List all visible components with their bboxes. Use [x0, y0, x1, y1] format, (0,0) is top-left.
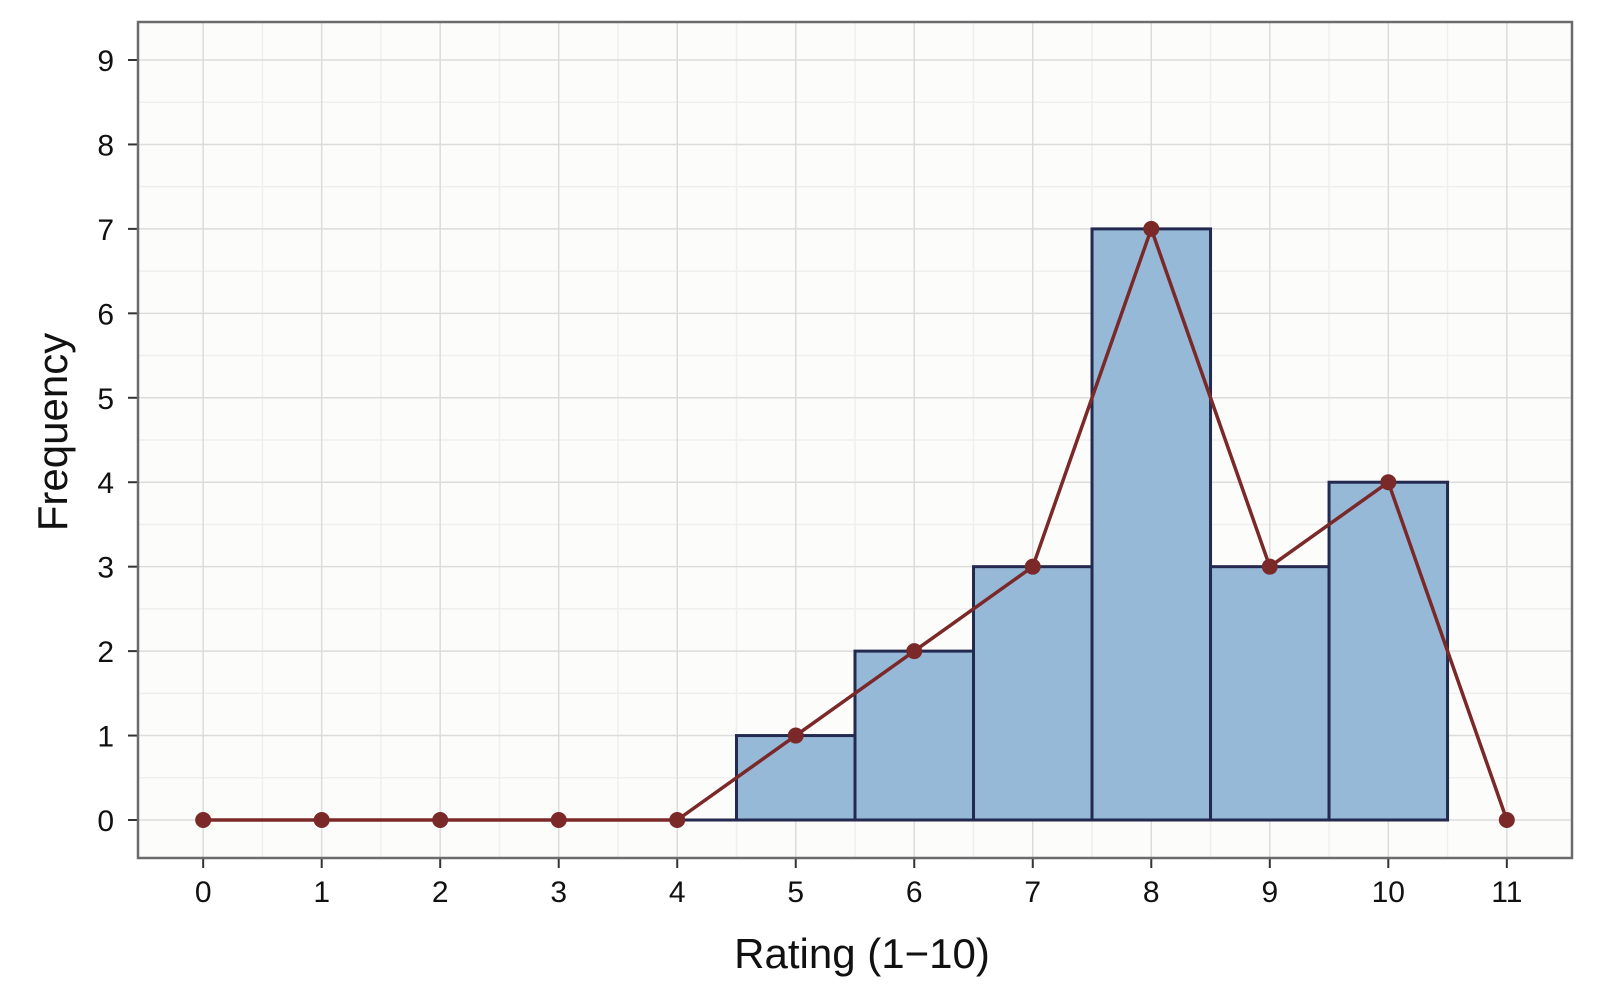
- y-tick-label: 7: [97, 214, 114, 247]
- x-tick-label: 7: [1024, 876, 1041, 909]
- polygon-point: [1380, 474, 1397, 491]
- x-tick-label: 1: [313, 876, 330, 909]
- y-tick-label: 6: [97, 298, 114, 331]
- polygon-point: [1143, 220, 1160, 237]
- polygon-point: [1498, 812, 1515, 828]
- x-tick-label: 11: [1491, 876, 1522, 909]
- histogram-bar: [734, 734, 857, 822]
- x-tick-label: 4: [669, 876, 686, 909]
- y-tick-label: 9: [97, 45, 114, 78]
- histogram-bar: [1209, 565, 1331, 822]
- frequency-polygon: [195, 220, 1515, 828]
- plot-panel-border: [136, 20, 1574, 860]
- polygon-point: [906, 643, 923, 660]
- histogram-bar: [972, 565, 1094, 822]
- x-tick-label: 8: [1143, 876, 1160, 909]
- x-tick-label: 5: [787, 876, 804, 909]
- x-tick-label: 6: [906, 876, 923, 909]
- polygon-point: [669, 812, 686, 828]
- x-tick-label: 9: [1261, 876, 1278, 909]
- polygon-point: [313, 812, 330, 828]
- x-tick-label: 10: [1372, 876, 1405, 909]
- y-tick-label: 1: [97, 721, 114, 754]
- histogram-bar: [853, 649, 976, 822]
- histogram-bar: [1090, 227, 1213, 822]
- polygon-point: [550, 812, 567, 828]
- axes: 0 1 2 3 4 5 6 7 8 9 10 11 0 1 2 3 4 5 6 7 8 9: [97, 45, 1522, 909]
- polygon-point: [1261, 558, 1278, 575]
- x-axis-title: Rating (1−10): [734, 930, 990, 977]
- x-tick-label: 3: [550, 876, 567, 909]
- y-tick-label: 5: [97, 383, 114, 416]
- polygon-point: [432, 812, 449, 828]
- polygon-point: [195, 812, 212, 828]
- y-tick-label: 3: [97, 552, 114, 585]
- x-tick-label: 2: [432, 876, 449, 909]
- polygon-point: [787, 727, 804, 744]
- polygon-line: [203, 227, 1509, 822]
- histogram-bar: [1327, 480, 1450, 822]
- polygon-point: [1024, 558, 1041, 575]
- x-tick-label: 0: [195, 876, 212, 909]
- y-tick-label: 0: [97, 805, 114, 838]
- y-tick-label: 8: [97, 129, 114, 162]
- y-tick-label: 2: [97, 636, 114, 669]
- y-axis-title: Frequency: [29, 333, 76, 531]
- y-tick-label: 4: [97, 467, 114, 500]
